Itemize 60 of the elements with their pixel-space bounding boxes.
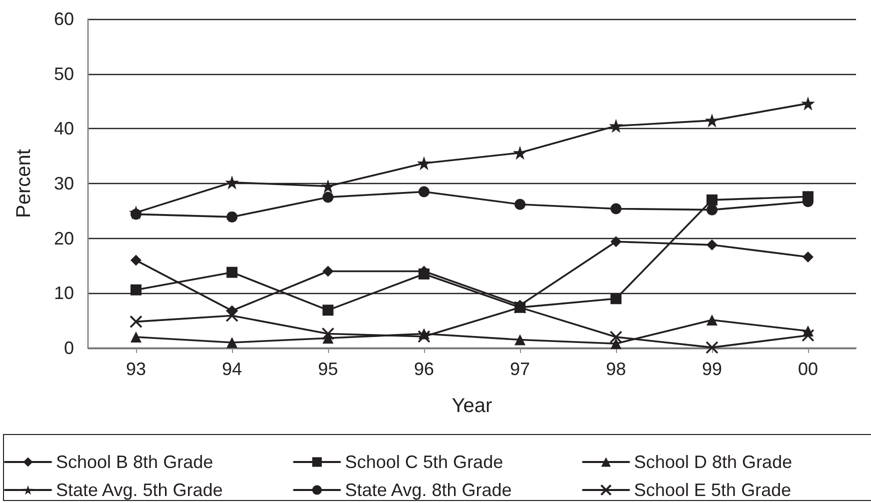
- point: [610, 203, 622, 214]
- point: [610, 330, 622, 344]
- point: [706, 194, 718, 206]
- point: [130, 284, 142, 296]
- y-tick-label: 50: [54, 64, 74, 84]
- x-tick-label: 95: [318, 359, 338, 379]
- point: [514, 334, 526, 346]
- legend-label: State Avg. 8th Grade: [345, 480, 512, 500]
- point: [226, 211, 238, 222]
- point: [610, 338, 622, 350]
- point: [801, 96, 815, 110]
- legend-label: School E 5th Grade: [634, 480, 792, 500]
- point: [130, 208, 142, 220]
- point: [322, 192, 334, 203]
- point: [609, 118, 623, 133]
- x-tick-label: 97: [510, 359, 530, 379]
- point: [610, 293, 622, 304]
- legend-label: State Avg. 5th Grade: [56, 480, 223, 500]
- point: [706, 239, 718, 250]
- point: [513, 146, 527, 160]
- point: [418, 268, 430, 280]
- point: [225, 175, 239, 190]
- point: [706, 341, 718, 354]
- y-tick-label: 40: [54, 118, 74, 139]
- point: [130, 315, 142, 328]
- point: [322, 304, 334, 316]
- x-tick-label: 93: [126, 359, 146, 379]
- legend-label: School B 8th Grade: [56, 452, 214, 472]
- y-axis-title: Percent: [13, 148, 35, 218]
- point: [802, 251, 814, 262]
- legend-label: School C 5th Grade: [345, 452, 504, 472]
- x-axis-title: Year: [452, 395, 493, 417]
- x-tick-label: 96: [414, 359, 434, 379]
- point: [706, 204, 718, 216]
- x-tick-label: 94: [222, 359, 242, 379]
- point: [321, 179, 335, 194]
- point: [417, 156, 431, 170]
- y-tick-label: 20: [54, 228, 74, 248]
- y-tick-label: 60: [54, 9, 74, 29]
- point: [226, 309, 238, 322]
- point: [226, 266, 238, 278]
- point: [130, 254, 142, 266]
- point: [514, 198, 526, 210]
- point: [226, 337, 238, 348]
- x-tick-label: 00: [798, 359, 818, 379]
- x-tick-label: 98: [606, 359, 626, 379]
- point: [418, 186, 430, 198]
- legend-label: School D 8th Grade: [634, 452, 792, 472]
- x-tick-label: 99: [702, 359, 722, 379]
- point: [322, 266, 334, 277]
- point: [418, 330, 430, 343]
- point: [705, 113, 719, 128]
- y-tick-label: 0: [64, 338, 74, 358]
- point: [802, 328, 814, 342]
- point: [610, 236, 622, 248]
- point: [706, 314, 718, 326]
- y-tick-label: 10: [54, 283, 74, 304]
- y-tick-label: 30: [54, 174, 74, 194]
- point: [322, 327, 334, 340]
- point: [130, 332, 142, 343]
